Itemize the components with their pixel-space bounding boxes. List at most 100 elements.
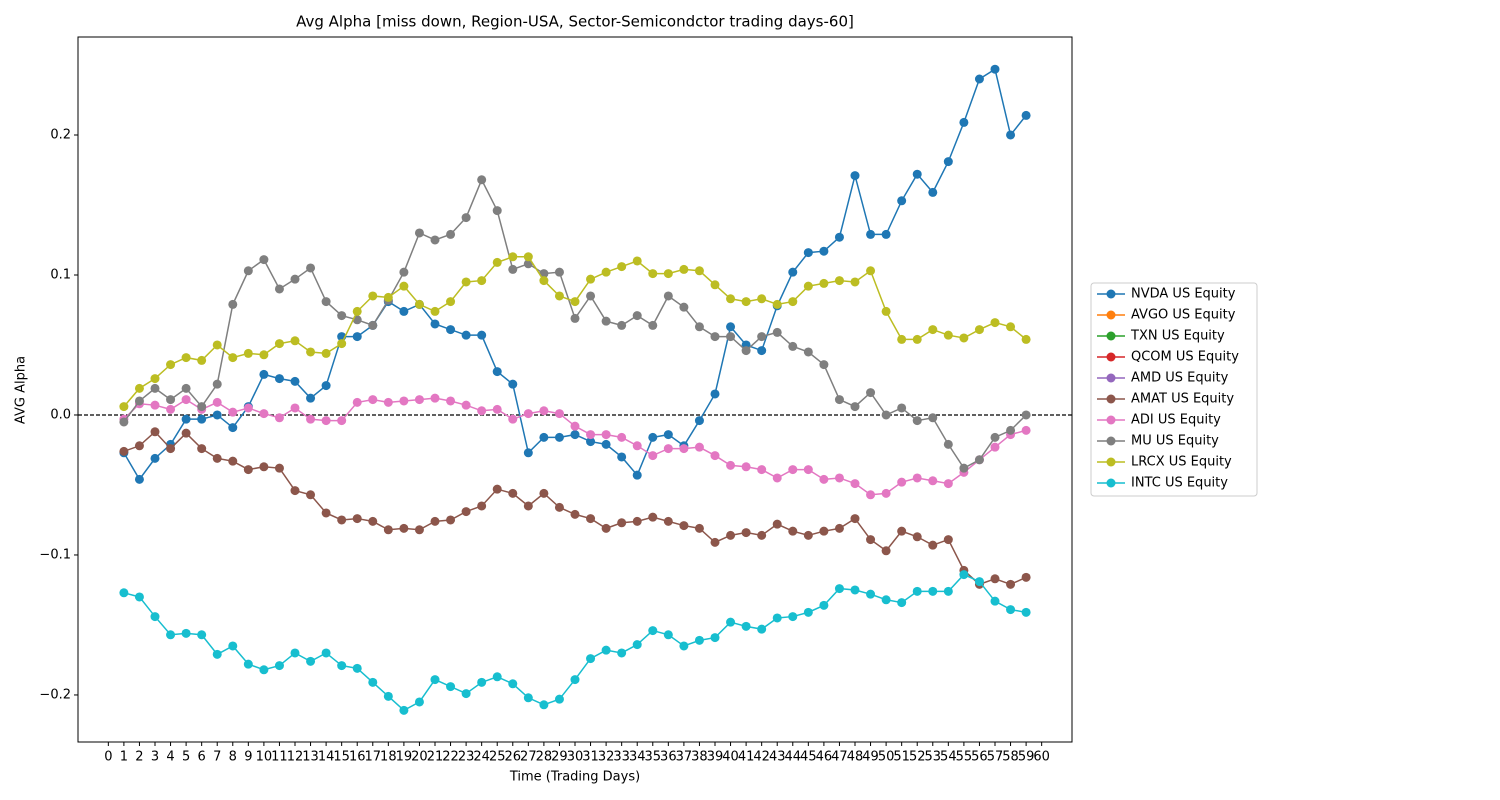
data-point: [663, 444, 673, 454]
data-point: [772, 473, 782, 483]
data-point: [1021, 572, 1031, 582]
data-point: [368, 320, 378, 330]
chart-title: Avg Alpha [miss down, Region-USA, Sector…: [296, 13, 854, 31]
data-point: [1021, 410, 1031, 420]
data-point: [446, 297, 456, 307]
data-point: [741, 346, 751, 356]
data-point: [617, 432, 627, 442]
data-point: [508, 379, 518, 389]
x-tick-label: 6: [198, 750, 206, 765]
data-point: [368, 395, 378, 405]
data-point: [150, 612, 160, 622]
data-point: [523, 409, 533, 419]
data-point: [477, 677, 487, 687]
data-point: [943, 157, 953, 167]
data-point: [166, 360, 176, 370]
data-point: [679, 641, 689, 651]
data-point: [663, 291, 673, 301]
y-tick-label: −0.2: [39, 687, 71, 702]
legend-label: NVDA US Equity: [1131, 287, 1236, 302]
data-point: [539, 700, 549, 710]
data-point: [508, 679, 518, 689]
legend-label: AMAT US Equity: [1131, 392, 1234, 407]
x-tick-label: 48: [847, 750, 864, 765]
data-point: [819, 360, 829, 370]
data-point: [306, 414, 316, 424]
data-point: [632, 470, 642, 480]
x-tick-label: 23: [458, 750, 475, 765]
data-point: [959, 333, 969, 343]
data-point: [166, 630, 176, 640]
data-point: [741, 528, 751, 538]
data-point: [228, 299, 238, 309]
x-tick-label: 35: [645, 750, 662, 765]
data-point: [539, 488, 549, 498]
data-point: [601, 430, 611, 440]
x-tick-label: 44: [785, 750, 802, 765]
data-point: [399, 705, 409, 715]
data-point: [803, 607, 813, 617]
data-point: [134, 396, 144, 406]
data-point: [928, 540, 938, 550]
data-point: [803, 347, 813, 357]
data-point: [243, 403, 253, 413]
data-point: [399, 306, 409, 316]
x-tick-label: 26: [505, 750, 522, 765]
data-point: [492, 672, 502, 682]
data-point: [912, 586, 922, 596]
data-point: [554, 502, 564, 512]
data-point: [974, 325, 984, 335]
data-point: [586, 654, 596, 664]
data-point: [897, 598, 907, 608]
data-point: [523, 252, 533, 262]
data-point: [461, 507, 471, 517]
data-point: [663, 516, 673, 526]
data-point: [757, 530, 767, 540]
data-point: [772, 299, 782, 309]
data-point: [757, 624, 767, 634]
data-point: [181, 428, 191, 438]
data-point: [150, 374, 160, 384]
data-point: [228, 423, 238, 433]
data-point: [523, 693, 533, 703]
data-point: [274, 374, 284, 384]
data-point: [430, 675, 440, 685]
y-axis-label: AVG Alpha: [14, 356, 29, 424]
data-point: [881, 546, 891, 556]
x-tick-label: 5: [182, 750, 190, 765]
data-point: [166, 395, 176, 405]
data-point: [306, 393, 316, 403]
data-point: [383, 292, 393, 302]
data-point: [726, 322, 736, 332]
data-point: [881, 229, 891, 239]
data-point: [570, 430, 580, 440]
x-tick-label: 28: [536, 750, 553, 765]
data-point: [663, 269, 673, 279]
data-point: [881, 306, 891, 316]
plot-frame: [77, 36, 1073, 743]
data-point: [850, 277, 860, 287]
data-point: [259, 409, 269, 419]
data-point: [570, 297, 580, 307]
x-tick-label: 27: [520, 750, 537, 765]
data-point: [150, 453, 160, 463]
data-point: [694, 523, 704, 533]
data-point: [492, 206, 502, 216]
data-point: [866, 388, 876, 398]
data-point: [197, 402, 207, 412]
data-point: [228, 456, 238, 466]
data-point: [337, 339, 347, 349]
data-point: [461, 277, 471, 287]
data-point: [181, 395, 191, 405]
data-point: [228, 641, 238, 651]
data-point: [850, 479, 860, 489]
data-point: [1021, 607, 1031, 617]
data-point: [648, 432, 658, 442]
data-point: [119, 588, 129, 598]
data-point: [430, 516, 440, 526]
data-point: [212, 453, 222, 463]
x-tick-label: 12: [287, 750, 304, 765]
data-point: [803, 465, 813, 475]
data-point: [352, 397, 362, 407]
data-point: [943, 535, 953, 545]
